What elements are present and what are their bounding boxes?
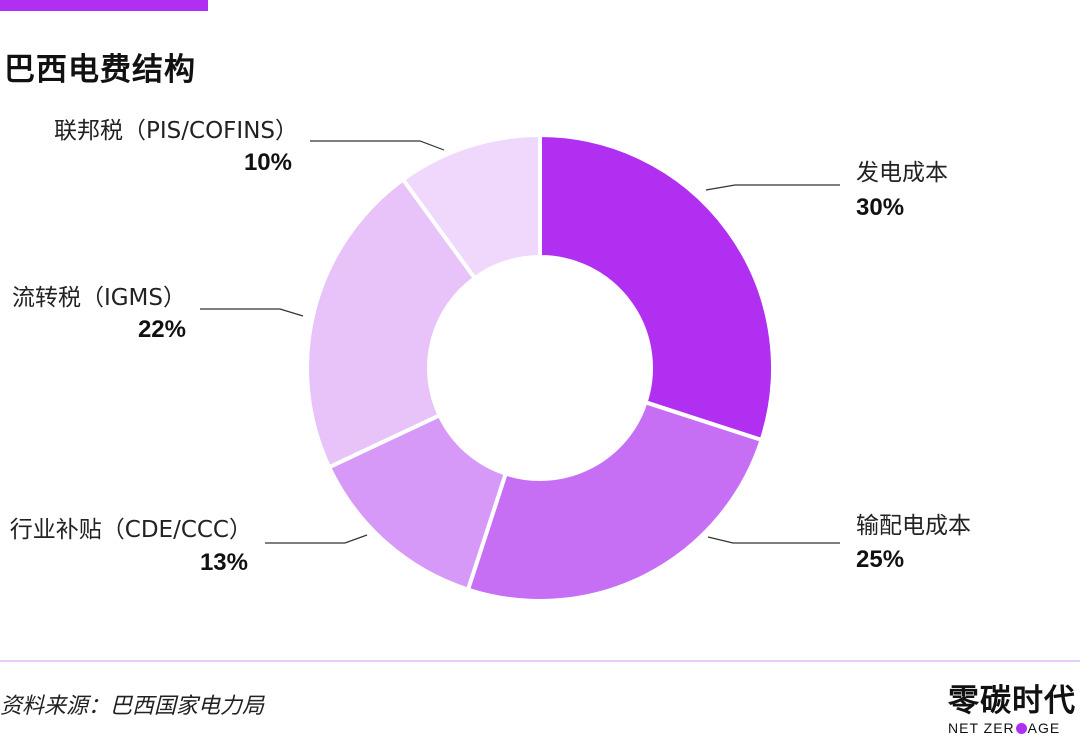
- slice-category-label: 联邦税（PIS/COFINS）: [54, 118, 298, 144]
- slice-value-label: 13%: [200, 549, 248, 576]
- footer-divider: [0, 660, 1080, 662]
- donut-slice: [538, 132, 775, 443]
- accent-bar: [0, 0, 208, 11]
- slice-category-label: 发电成本: [856, 160, 948, 186]
- chart-title: 巴西电费结构: [4, 52, 196, 88]
- donut-slices: [305, 132, 775, 603]
- logo-en-after: AGE: [1027, 720, 1061, 736]
- leader-lines: [200, 140, 840, 544]
- slice-value-label: 25%: [856, 546, 904, 573]
- slice-labels: 发电成本 30% 输配电成本 25% 行业补贴（CDE/CCC） 13% 流转税（IGMS）…: [10, 118, 971, 576]
- slice-value-label: 30%: [856, 194, 904, 221]
- brand-logo: 零碳时代 NET ZER AGE: [948, 684, 1080, 736]
- logo-en-before: NET ZER: [948, 720, 1015, 736]
- leader-line: [707, 536, 840, 544]
- leader-line: [265, 534, 368, 544]
- slice-category-label: 输配电成本: [856, 513, 971, 539]
- logo-en-text: NET ZER AGE: [948, 720, 1080, 736]
- donut-slice: [465, 399, 765, 603]
- leader-line: [310, 140, 445, 151]
- slice-value-label: 10%: [244, 149, 292, 176]
- slice-category-label: 流转税（IGMS）: [12, 285, 186, 311]
- slice-category-label: 行业补贴（CDE/CCC）: [10, 517, 252, 543]
- source-note: 资料来源：巴西国家电力局: [0, 694, 265, 719]
- donut-slice: [400, 132, 542, 281]
- slice-value-label: 22%: [138, 316, 186, 343]
- donut-slice: [305, 176, 478, 470]
- logo-cn-text: 零碳时代: [948, 683, 1076, 719]
- leader-line: [200, 308, 304, 317]
- donut-chart: 发电成本 30% 输配电成本 25% 行业补贴（CDE/CCC） 13% 流转税（IGMS）…: [10, 118, 971, 603]
- logo-o-dot-icon: [1015, 723, 1027, 734]
- leader-line: [705, 184, 840, 191]
